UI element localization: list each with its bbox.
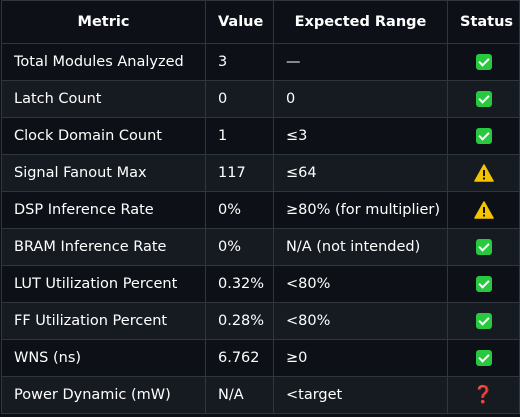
expected-range-cell: <80% <box>273 265 448 303</box>
metric-cell: BRAM Inference Rate <box>1 228 206 266</box>
table-row: BRAM Inference Rate 0% N/A (not intended) <box>1 228 520 266</box>
status-cell <box>447 265 520 303</box>
metric-cell: WNS (ns) <box>1 339 206 377</box>
table-row: Power Dynamic (mW) N/A <target ❓ <box>1 376 520 414</box>
check-icon <box>475 313 492 329</box>
table-row: WNS (ns) 6.762 ≥0 <box>1 339 520 377</box>
table-row: DSP Inference Rate 0% ≥80% (for multiplier… <box>1 191 520 229</box>
status-cell <box>447 117 520 155</box>
status-cell <box>447 228 520 266</box>
metric-cell: Clock Domain Count <box>1 117 206 155</box>
value-cell: 0.28% <box>205 302 274 340</box>
expected-range-cell: ≥0 <box>273 339 448 377</box>
expected-range-cell: ≤64 <box>273 154 448 192</box>
value-cell: 0% <box>205 191 274 229</box>
status-cell <box>447 339 520 377</box>
header-status: Status <box>447 0 520 44</box>
table-header: Metric Value Expected Range Status <box>1 0 520 44</box>
table-body: Total Modules Analyzed 3— Latch Count 0 0 Clo… <box>1 43 520 414</box>
table-row: Latch Count 0 0 <box>1 80 520 118</box>
header-value: Value <box>205 0 274 44</box>
value-cell: 0.32% <box>205 265 274 303</box>
check-icon <box>475 276 492 292</box>
table-row: Total Modules Analyzed 3— <box>1 43 520 81</box>
status-cell <box>447 302 520 340</box>
metric-cell: LUT Utilization Percent <box>1 265 206 303</box>
table-row: FF Utilization Percent 0.28% <80% <box>1 302 520 340</box>
question-icon: ❓ <box>472 384 495 405</box>
check-icon <box>475 54 492 70</box>
status-cell <box>447 191 520 229</box>
warning-icon <box>473 201 494 219</box>
expected-range-cell: ≥80% (for multiplier) <box>273 191 448 229</box>
metric-cell: Latch Count <box>1 80 206 118</box>
metric-cell: Signal Fanout Max <box>1 154 206 192</box>
value-cell: N/A <box>205 376 274 414</box>
check-icon <box>475 128 492 144</box>
header-expected-range: Expected Range <box>273 0 448 44</box>
value-cell: 3 <box>205 43 274 81</box>
value-cell: 117 <box>205 154 274 192</box>
check-icon <box>475 91 492 107</box>
value-cell: 1 <box>205 117 274 155</box>
metric-cell: Power Dynamic (mW) <box>1 376 206 414</box>
value-cell: 0 <box>205 80 274 118</box>
table-row: Clock Domain Count 1 ≤3 <box>1 117 520 155</box>
header-row: Metric Value Expected Range Status <box>1 0 520 44</box>
header-metric: Metric <box>1 0 206 44</box>
metric-cell: DSP Inference Rate <box>1 191 206 229</box>
check-icon <box>475 239 492 255</box>
expected-range-cell: 0 <box>273 80 448 118</box>
status-cell <box>447 154 520 192</box>
metric-cell: FF Utilization Percent <box>1 302 206 340</box>
expected-range-cell: ≤3 <box>273 117 448 155</box>
check-icon <box>475 350 492 366</box>
expected-range-cell: <80% <box>273 302 448 340</box>
value-cell: 6.762 <box>205 339 274 377</box>
expected-range-cell: N/A (not intended) <box>273 228 448 266</box>
metric-cell: Total Modules Analyzed <box>1 43 206 81</box>
value-cell: 0% <box>205 228 274 266</box>
expected-range-cell: — <box>273 43 448 81</box>
expected-range-cell: <target <box>273 376 448 414</box>
table-row: LUT Utilization Percent 0.32% <80% <box>1 265 520 303</box>
warning-icon <box>473 164 494 182</box>
status-cell: ❓ <box>447 376 520 414</box>
status-cell <box>447 80 520 118</box>
table-row: Signal Fanout Max 117 ≤64 <box>1 154 520 192</box>
status-cell <box>447 43 520 81</box>
